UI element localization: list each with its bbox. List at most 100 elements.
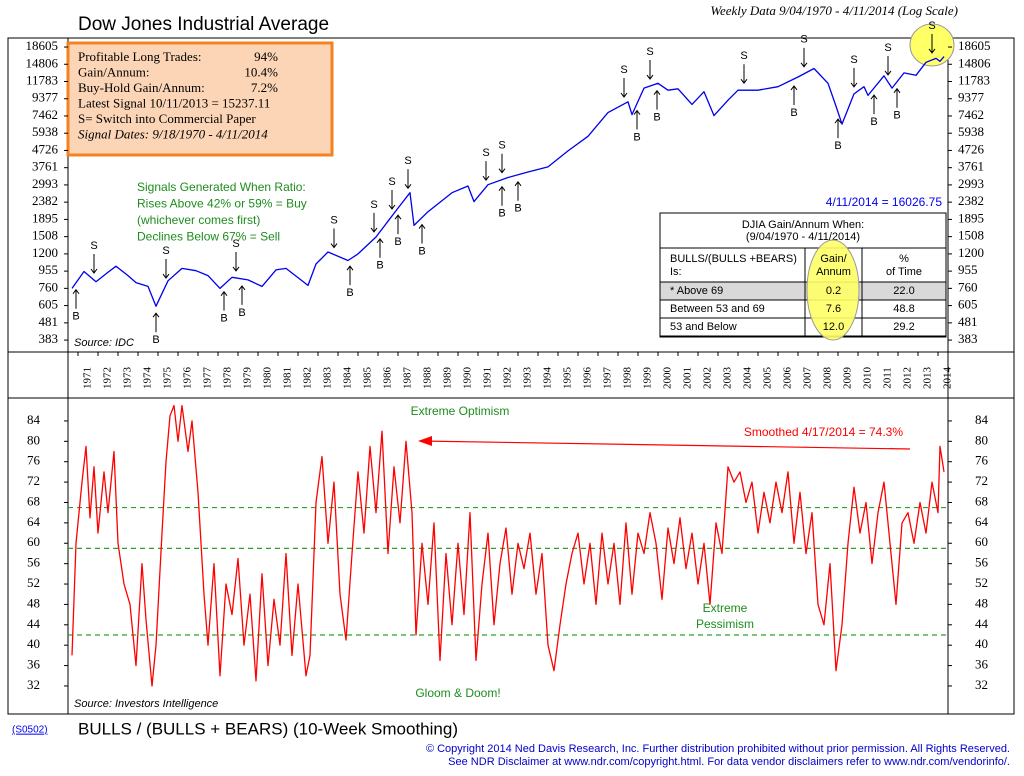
y-tick-label: 40 bbox=[27, 636, 40, 651]
info-label: Gain/Annum: bbox=[78, 64, 150, 79]
x-tick-label: 1988 bbox=[422, 367, 434, 390]
y-tick-label: 3761 bbox=[958, 159, 984, 174]
signal-arrowhead bbox=[633, 109, 641, 115]
x-tick-label: 1983 bbox=[322, 367, 334, 390]
signal-arrowhead bbox=[90, 268, 98, 274]
signal-arrowhead bbox=[418, 223, 426, 229]
signal-arrowhead bbox=[790, 85, 798, 91]
annotation: Smoothed 4/17/2014 = 74.3% bbox=[744, 425, 903, 439]
y-tick-label: 68 bbox=[975, 493, 988, 508]
source: Source: IDC bbox=[74, 337, 134, 349]
signal-label: B bbox=[834, 140, 841, 152]
table-title: DJIA Gain/Annum When: bbox=[742, 219, 864, 231]
y-tick-label: 40 bbox=[975, 636, 988, 651]
signal-label: S bbox=[388, 176, 395, 188]
signal-label: B bbox=[346, 287, 353, 299]
y-tick-label: 44 bbox=[27, 616, 41, 631]
signal-arrowhead bbox=[740, 78, 748, 85]
x-tick-label: 1989 bbox=[442, 367, 454, 390]
y-tick-label: 56 bbox=[27, 555, 41, 570]
x-tick-label: 1985 bbox=[362, 367, 374, 390]
table-header: Annum bbox=[816, 266, 851, 278]
x-tick-label: 1972 bbox=[102, 367, 114, 389]
x-tick-label: 2012 bbox=[902, 367, 914, 389]
footer-line: © Copyright 2014 Ned Davis Research, Inc… bbox=[426, 743, 1010, 755]
chart-subtitle: Weekly Data 9/04/1970 - 4/11/2014 (Log S… bbox=[710, 3, 958, 18]
info-line: Latest Signal 10/11/2013 = 15237.11 bbox=[78, 95, 270, 110]
x-tick-label: 2008 bbox=[822, 367, 834, 390]
signal-label: B bbox=[498, 208, 505, 220]
x-tick-label: 1976 bbox=[182, 367, 194, 390]
table-header: of Time bbox=[886, 266, 922, 278]
table-cell: 22.0 bbox=[893, 285, 914, 297]
table-header: BULLS/(BULLS +BEARS) bbox=[670, 253, 797, 265]
y-tick-label: 1200 bbox=[32, 245, 58, 260]
y-tick-label: 2993 bbox=[32, 176, 58, 191]
y-tick-label: 4726 bbox=[32, 141, 59, 156]
y-tick-label: 76 bbox=[975, 453, 989, 468]
x-tick-label: 1991 bbox=[482, 367, 494, 389]
y-tick-label: 48 bbox=[27, 595, 40, 610]
y-tick-label: 52 bbox=[27, 575, 40, 590]
signal-arrowhead bbox=[394, 214, 402, 220]
info-line: S= Switch into Commercial Paper bbox=[78, 111, 256, 126]
signal-arrowhead bbox=[330, 243, 338, 249]
x-tick-label: 2003 bbox=[722, 367, 734, 390]
y-tick-label: 11783 bbox=[26, 72, 58, 87]
signal-arrowhead bbox=[498, 185, 506, 192]
y-tick-label: 605 bbox=[39, 297, 59, 312]
y-tick-label: 60 bbox=[27, 534, 40, 549]
y-tick-label: 72 bbox=[27, 473, 40, 488]
signal-arrowhead bbox=[850, 82, 858, 88]
signal-label: S bbox=[646, 46, 653, 58]
signal-label: B bbox=[376, 260, 383, 272]
x-tick-label: 2001 bbox=[682, 367, 694, 389]
signal-arrowhead bbox=[834, 118, 842, 124]
y-tick-label: 76 bbox=[27, 453, 41, 468]
table-header: Is: bbox=[670, 266, 682, 278]
signal-label: B bbox=[790, 107, 797, 119]
footer-line: See NDR Disclaimer at www.ndr.com/copyri… bbox=[448, 756, 1010, 768]
info-value: 10.4% bbox=[244, 64, 278, 79]
x-tick-label: 1975 bbox=[162, 367, 174, 390]
x-tick-label: 1996 bbox=[582, 367, 594, 390]
y-tick-label: 56 bbox=[975, 555, 989, 570]
signal-label: B bbox=[220, 313, 227, 325]
y-tick-label: 52 bbox=[975, 575, 988, 590]
y-tick-label: 11783 bbox=[958, 72, 990, 87]
signal-arrowhead bbox=[653, 89, 661, 95]
table-cell: 48.8 bbox=[893, 303, 914, 315]
y-tick-label: 80 bbox=[27, 432, 40, 447]
signal-label: B bbox=[152, 334, 159, 346]
y-tick-label: 3761 bbox=[32, 159, 58, 174]
y-tick-label: 18605 bbox=[26, 38, 59, 53]
x-tick-label: 1981 bbox=[282, 367, 294, 389]
x-tick-label: 1997 bbox=[602, 367, 614, 390]
y-tick-label: 64 bbox=[975, 514, 989, 529]
x-tick-label: 1979 bbox=[242, 367, 254, 390]
signal-arrowhead bbox=[238, 285, 246, 291]
y-tick-label: 14806 bbox=[958, 55, 991, 70]
signal-arrowhead bbox=[232, 266, 240, 272]
x-tick-label: 1978 bbox=[222, 367, 234, 390]
x-tick-label: 1994 bbox=[542, 367, 554, 390]
signal-label: B bbox=[633, 131, 640, 143]
signal-note: Rises Above 42% or 59% = Buy bbox=[137, 197, 307, 211]
signal-arrowhead bbox=[620, 92, 628, 98]
y-tick-label: 1508 bbox=[958, 228, 984, 243]
y-tick-label: 955 bbox=[958, 262, 978, 277]
y-tick-label: 9377 bbox=[32, 90, 59, 105]
highlight bbox=[806, 239, 860, 341]
x-tick-label: 1993 bbox=[522, 367, 534, 390]
y-tick-label: 1508 bbox=[32, 228, 58, 243]
signal-label: B bbox=[514, 203, 521, 215]
x-tick-label: 1995 bbox=[562, 367, 574, 390]
signal-label: S bbox=[498, 140, 505, 152]
signal-note: (whichever comes first) bbox=[137, 213, 260, 227]
x-tick-label: 2010 bbox=[862, 367, 874, 390]
table-cell: 12.0 bbox=[823, 321, 844, 333]
x-tick-label: 1974 bbox=[142, 367, 154, 390]
x-tick-label: 1987 bbox=[402, 367, 414, 390]
signal-arrowhead bbox=[498, 168, 506, 174]
x-tick-label: 2009 bbox=[842, 367, 854, 390]
